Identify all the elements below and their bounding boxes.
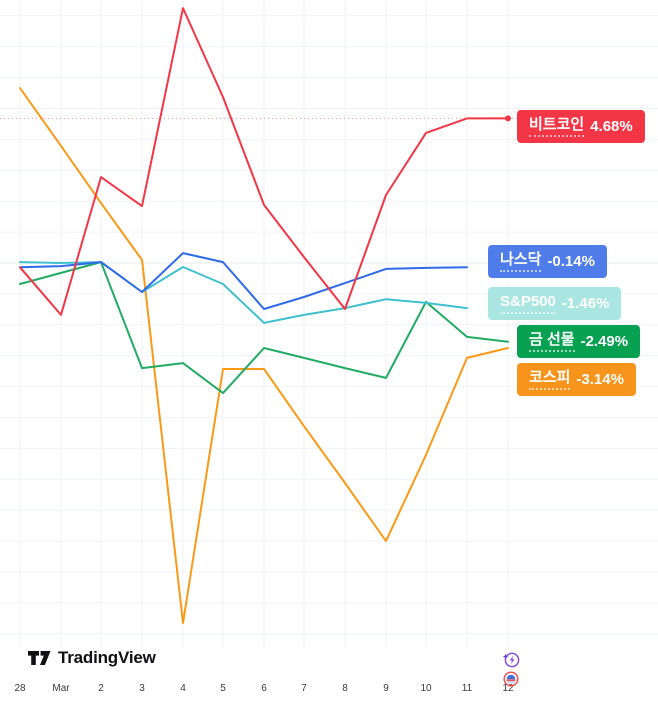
series-line-sp500[interactable] <box>19 261 468 324</box>
series-badge-kospi[interactable]: 코스피 -3.14% <box>517 363 636 396</box>
time-axis[interactable]: 28 Mar 2 3 4 5 6 7 8 9 10 11 12 <box>0 681 658 697</box>
series-name-kospi[interactable]: 코스피 <box>529 369 571 390</box>
series-name-nasdaq[interactable]: 나스닥 <box>500 251 542 272</box>
series-line-kospi[interactable] <box>19 87 509 624</box>
x-tick-11: 11 <box>461 683 473 694</box>
x-tick-3: 3 <box>139 683 145 694</box>
series-name-bitcoin[interactable]: 비트코인 <box>529 116 585 137</box>
x-tick-28: 28 <box>14 683 26 694</box>
cap-face-icon[interactable] <box>502 670 520 688</box>
x-tick-2: 2 <box>98 683 104 694</box>
series-value-nasdaq: -0.14% <box>547 253 595 270</box>
x-tick-4: 4 <box>180 683 186 694</box>
series-badge-sp500[interactable]: S&P500 -1.46% <box>488 287 622 320</box>
x-tick-5: 5 <box>220 683 226 694</box>
chart-canvas[interactable] <box>0 0 658 648</box>
x-tick-12: 12 <box>502 683 514 694</box>
x-tick-Mar: Mar <box>52 683 70 694</box>
series-badge-bitcoin[interactable]: 비트코인 4.68% <box>517 110 645 143</box>
series-line-nasdaq[interactable] <box>19 252 468 310</box>
series-value-bitcoin: 4.68% <box>590 118 633 135</box>
series-name-gold[interactable]: 금 선물 <box>529 331 575 352</box>
tradingview-logo[interactable]: TradingView <box>28 648 156 668</box>
tradingview-logo-mark <box>28 651 51 665</box>
series-end-dot-bitcoin <box>505 115 511 122</box>
series-line-bitcoin[interactable] <box>19 7 509 316</box>
series-name-sp500[interactable]: S&P500 <box>500 293 556 314</box>
x-tick-7: 7 <box>301 683 307 694</box>
x-tick-10: 10 <box>420 683 432 694</box>
series-badge-nasdaq[interactable]: 나스닥 -0.14% <box>488 245 607 278</box>
tradingview-logo-text: TradingView <box>58 648 156 667</box>
x-tick-6: 6 <box>261 683 267 694</box>
series-value-gold: -2.49% <box>580 333 629 350</box>
series-value-sp500: -1.46% <box>561 295 610 312</box>
x-tick-9: 9 <box>383 683 389 694</box>
series-value-kospi: -3.14% <box>576 371 624 388</box>
x-tick-8: 8 <box>342 683 348 694</box>
lightning-boost-icon[interactable] <box>502 651 520 669</box>
series-badge-gold[interactable]: 금 선물 -2.49% <box>517 325 641 358</box>
